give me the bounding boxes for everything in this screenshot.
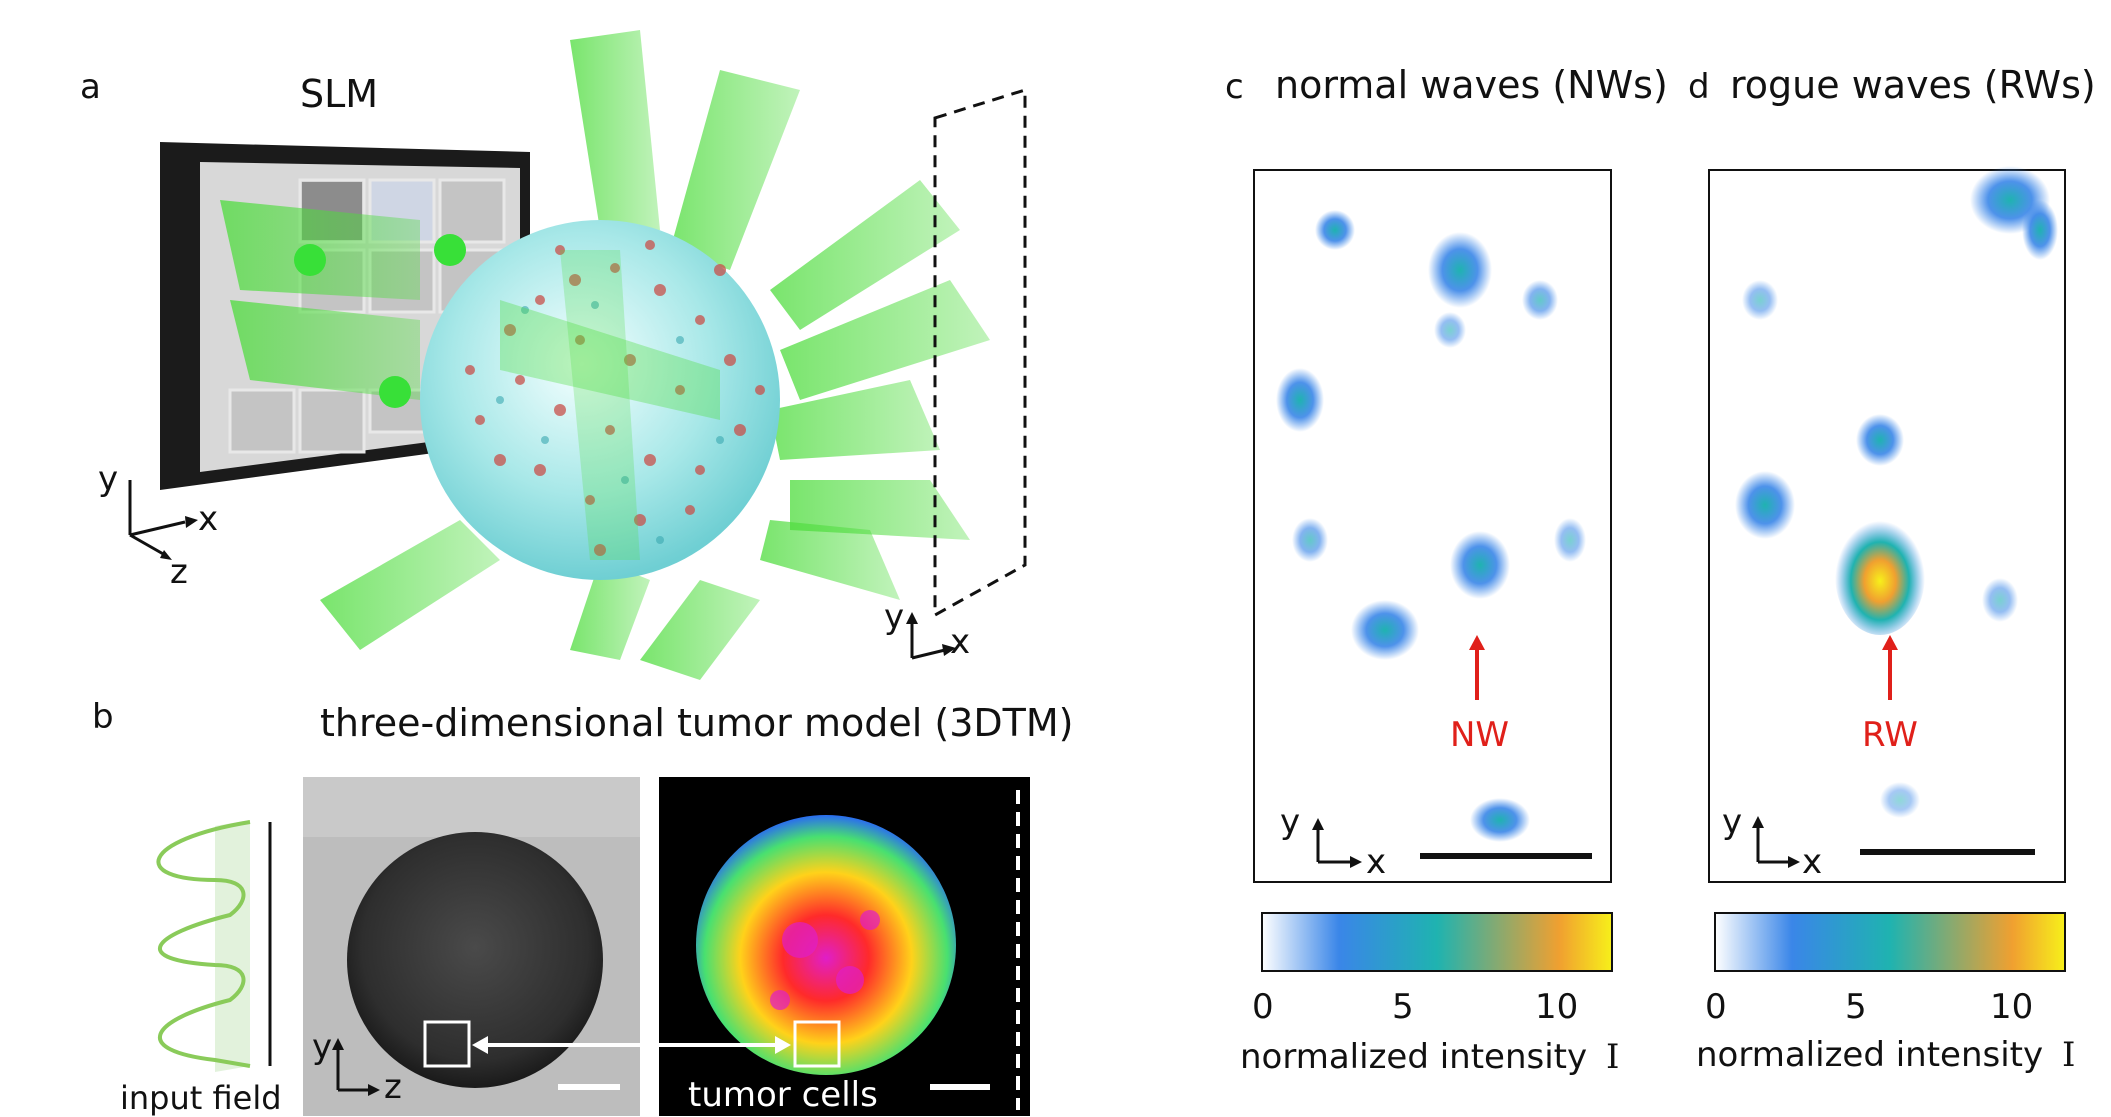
beam-spots	[294, 234, 466, 408]
axis-label-d-y: y	[1722, 802, 1743, 842]
panel-letter-a: a	[80, 67, 101, 107]
panel-letter-c: c	[1225, 67, 1244, 107]
tumor-sphere	[420, 220, 780, 580]
axes-d	[1752, 816, 1800, 868]
panel-letter-d: d	[1688, 67, 1710, 107]
axis-label-c-y: y	[1280, 802, 1301, 842]
heatmap-d	[1708, 166, 2066, 883]
colorbar-d-tick-5: 5	[1845, 987, 1867, 1027]
input-field-label: input field	[120, 1079, 282, 1117]
colorbar-c-tick-10: 10	[1535, 987, 1579, 1027]
axis-label-c-x: x	[1366, 842, 1387, 882]
colorbar-c-tick-0: 0	[1252, 987, 1274, 1027]
colorbar-d-label-text: normalized intensity	[1696, 1035, 2044, 1075]
projection-plane	[933, 87, 1027, 618]
axes-plane	[906, 612, 956, 660]
tumor-cells-image	[659, 777, 1030, 1116]
slm-label: SLM	[300, 72, 379, 116]
axis-label-z: z	[170, 552, 188, 592]
panel-letter-b: b	[92, 697, 114, 737]
colorbar-c-tick-5: 5	[1392, 987, 1414, 1027]
tumor-cells-label: tumor cells	[688, 1075, 878, 1115]
colorbar-d	[1714, 912, 2066, 972]
colorbar-c-label: normalized intensity I	[1240, 1040, 1619, 1074]
axis-label-b-z: z	[384, 1067, 402, 1107]
brightfield-image	[303, 777, 640, 1116]
colorbar-d-label: normalized intensity I	[1696, 1038, 2075, 1072]
axis-label-b-y: y	[312, 1027, 333, 1067]
input-field-plot	[156, 820, 272, 1072]
axes-a	[128, 480, 198, 560]
plane-axis-y: y	[884, 597, 905, 637]
colorbar-c-label-text: normalized intensity	[1240, 1037, 1588, 1077]
colorbar-c	[1261, 912, 1613, 972]
panel-c-title: normal waves (NWs)	[1275, 63, 1668, 107]
nw-marker-label: NW	[1450, 715, 1510, 755]
colorbar-d-tick-10: 10	[1990, 987, 2034, 1027]
axis-label-y: y	[98, 459, 119, 499]
axes-b	[332, 1038, 380, 1096]
green-beams	[220, 30, 990, 680]
link-arrow	[472, 1036, 791, 1054]
rw-marker-label: RW	[1862, 715, 1918, 755]
colorbar-c-symbol: I	[1605, 1037, 1620, 1077]
heatmap-c	[1253, 169, 1612, 883]
panel-d-title: rogue waves (RWs)	[1730, 63, 2096, 107]
plane-axis-x: x	[950, 622, 971, 662]
axes-c	[1312, 818, 1362, 868]
panel-b-title: three-dimensional tumor model (3DTM)	[320, 701, 1074, 745]
axis-label-x: x	[198, 499, 219, 539]
axis-label-d-x: x	[1802, 842, 1823, 882]
colorbar-d-tick-0: 0	[1705, 987, 1727, 1027]
colorbar-d-symbol: I	[2061, 1035, 2076, 1075]
